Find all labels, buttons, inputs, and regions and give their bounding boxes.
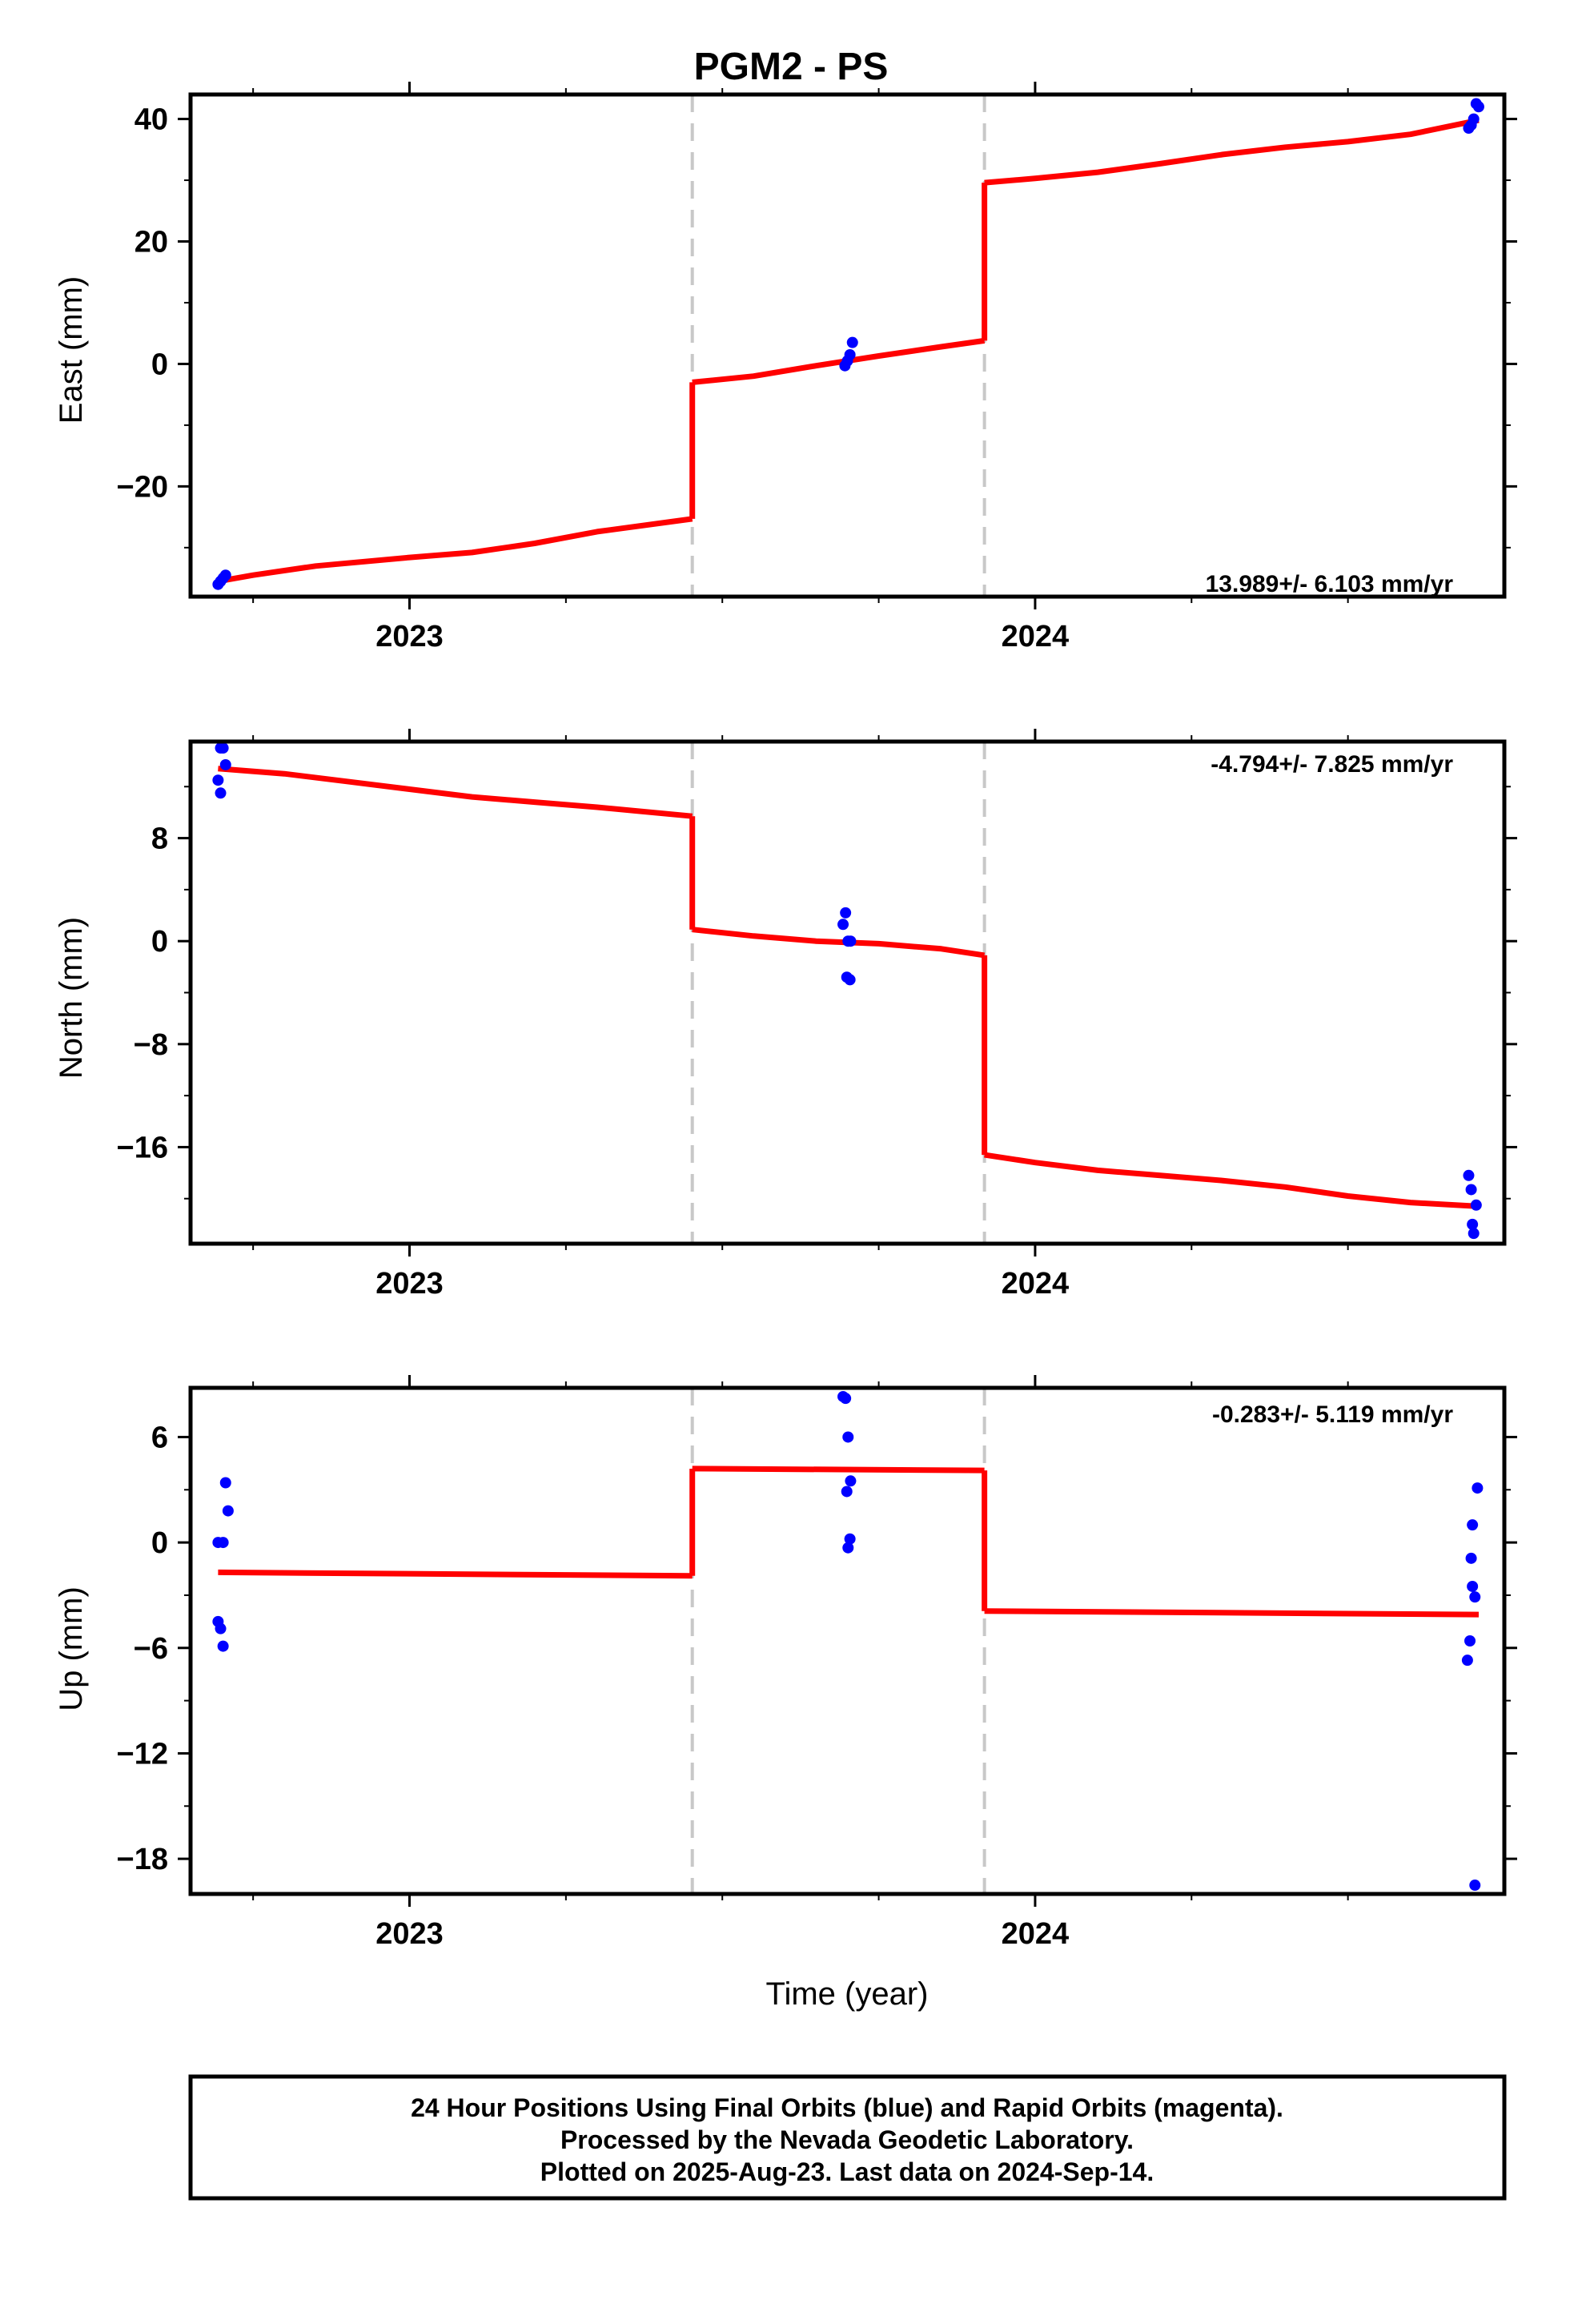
north-rate-label: -4.794+/- 7.825 mm/yr (1211, 751, 1453, 778)
up-data-point (841, 1486, 853, 1498)
up-data-point (215, 1622, 227, 1634)
up-rate-label: -0.283+/- 5.119 mm/yr (1212, 1401, 1453, 1428)
north-data-point (212, 774, 224, 786)
up-data-point (844, 1533, 856, 1545)
footer-line-3: Plotted on 2025-Aug-23. Last data on 202… (540, 2157, 1154, 2186)
east-ytick-label: 20 (135, 226, 168, 259)
up-ytick-label: 6 (151, 1421, 168, 1454)
east-model-segment-2 (984, 117, 1480, 186)
east-axes-frame (188, 92, 1507, 599)
north-model-segment-2 (984, 1152, 1480, 1209)
north-ytick-label: 0 (151, 925, 168, 959)
up-panel: Up (mm) -0.283+/- 5.119 mm/yr −18 −12 −6 0 6… (54, 1375, 1517, 1951)
footer-line-1: 24 Hour Positions Using Final Orbits (bl… (411, 2093, 1283, 2122)
north-ytick-label: −8 (134, 1028, 168, 1062)
up-ytick-label: −12 (117, 1737, 168, 1771)
east-data-point (1472, 101, 1484, 113)
up-plot-area (212, 1388, 1484, 1894)
up-data-point (845, 1475, 857, 1487)
up-data-point (1469, 1880, 1481, 1892)
up-data-point (1461, 1655, 1473, 1667)
east-ytick-label: −20 (117, 470, 168, 504)
up-data-point (842, 1431, 854, 1443)
east-ytick-label: 40 (135, 103, 168, 137)
east-rate-label: 13.989+/- 6.103 mm/yr (1206, 571, 1454, 597)
up-data-point (842, 1542, 854, 1554)
north-xtick-label: 2024 (1002, 1267, 1070, 1301)
up-data-point (1467, 1519, 1479, 1531)
x-axis-label: Time (year) (766, 1976, 929, 2012)
east-model-segment-0 (217, 516, 693, 585)
up-data-point (1464, 1635, 1476, 1647)
up-data-point (222, 1505, 234, 1517)
east-ylabel: East (mm) (54, 276, 89, 424)
east-data-point (1468, 113, 1480, 125)
east-data-point (219, 569, 231, 581)
up-ylabel: Up (mm) (54, 1586, 89, 1711)
up-data-point (1472, 1482, 1484, 1494)
east-model-segment-1 (692, 337, 986, 385)
north-axes-frame (188, 739, 1507, 1246)
north-plot-area (212, 742, 1482, 1244)
north-data-point (845, 935, 857, 947)
up-data-point (217, 1537, 229, 1549)
up-data-point (1467, 1580, 1479, 1592)
north-data-point (215, 787, 227, 799)
north-data-point (1468, 1228, 1480, 1240)
up-xtick-label: 2023 (375, 1917, 444, 1951)
east-xtick-label: 2023 (375, 620, 444, 653)
north-data-point (840, 907, 852, 919)
up-ytick-label: −18 (117, 1843, 168, 1876)
north-ytick-label: 8 (151, 822, 168, 856)
up-xtick-label: 2024 (1002, 1917, 1070, 1951)
north-ylabel: North (mm) (54, 917, 89, 1079)
north-data-point (1467, 1218, 1479, 1230)
east-plot-area (212, 94, 1484, 597)
north-model-segment-0 (218, 766, 693, 819)
north-model-segment-1 (692, 927, 986, 959)
up-ytick-label: 0 (151, 1526, 168, 1560)
east-xtick-label: 2024 (1002, 620, 1070, 653)
up-data-point (1465, 1552, 1477, 1564)
footer-frame (188, 2074, 1507, 2201)
up-ytick-label: −6 (134, 1632, 168, 1666)
up-data-point (219, 1477, 231, 1489)
north-data-point (844, 974, 856, 986)
up-data-point (217, 1640, 229, 1652)
north-data-point (215, 742, 227, 754)
up-model-segment-0 (218, 1569, 693, 1579)
up-axes-frame (188, 1385, 1507, 1896)
east-panel: East (mm) 13.989+/- 6.103 mm/yr −20 0 20 40… (54, 82, 1517, 653)
footer-box: 24 Hour Positions Using Final Orbits (bl… (188, 2074, 1507, 2201)
north-xtick-label: 2023 (375, 1267, 444, 1301)
north-data-point (1470, 1199, 1482, 1211)
footer-line-2: Processed by the Nevada Geodetic Laborat… (560, 2125, 1134, 2154)
north-panel: North (mm) -4.794+/- 7.825 mm/yr −16 −8 0 8… (54, 729, 1517, 1301)
north-data-point (837, 919, 849, 931)
chart-title: PGM2 - PS (694, 46, 889, 88)
up-data-point (840, 1393, 852, 1405)
north-ytick-label: −16 (117, 1131, 168, 1164)
north-data-point (219, 758, 231, 770)
up-model-segment-1 (692, 1466, 985, 1474)
east-ytick-label: 0 (151, 348, 168, 381)
up-data-point (1469, 1591, 1481, 1603)
east-data-point (844, 348, 856, 360)
north-data-point (1465, 1184, 1477, 1196)
north-data-point (1463, 1169, 1475, 1181)
east-data-point (846, 336, 858, 348)
up-model-segment-2 (984, 1608, 1480, 1618)
